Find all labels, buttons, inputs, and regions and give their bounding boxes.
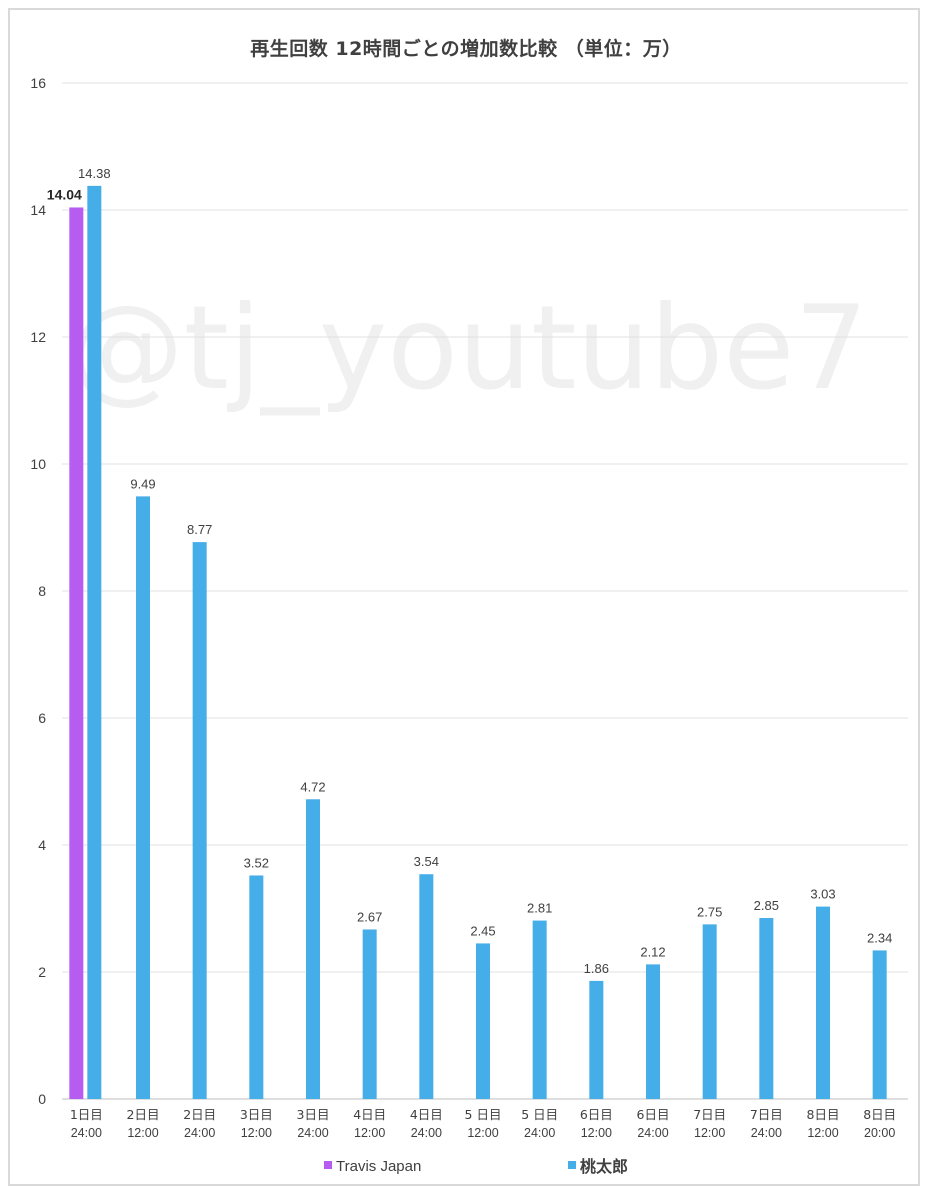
data-label-momotaro: 3.03 [810,887,835,902]
x-tick-label-time: 24:00 [524,1126,555,1140]
bar-momotaro [87,185,102,1099]
data-label-momotaro: 2.34 [867,930,892,945]
bar-momotaro [476,943,490,1099]
x-tick-label-day: 5 日目 [521,1107,558,1122]
legend-swatch-travis-japan [324,1161,332,1169]
bars [69,185,887,1099]
bar-momotaro [249,875,264,1099]
bar-travis-japan [69,207,84,1099]
data-label-momotaro: 9.49 [130,476,155,491]
watermark-text: @tj_youtube7 [68,281,868,416]
bar-momotaro [306,799,320,1099]
bar-momotaro [136,496,150,1099]
data-label-momotaro: 8.77 [187,522,212,537]
bar-momotaro [759,918,774,1099]
data-label-momotaro: 3.54 [414,854,439,869]
data-label-momotaro: 2.45 [470,923,495,938]
y-tick-label: 12 [30,329,46,345]
x-tick-label-time: 24:00 [71,1126,102,1140]
bar-momotaro [532,920,547,1099]
x-tick-label-day: 7日目 [750,1107,783,1122]
y-tick-label: 2 [38,964,46,980]
x-tick-label-day: 2日目 [127,1107,160,1122]
bar-momotaro [816,906,830,1099]
x-tick-label-time: 12:00 [807,1126,838,1140]
data-label-momotaro: 2.85 [754,898,779,913]
x-tick-label-time: 24:00 [184,1126,215,1140]
data-label-momotaro: 14.38 [78,166,111,181]
data-label-travis-japan: 14.04 [47,186,82,202]
x-tick-label-time: 12:00 [581,1126,612,1140]
x-tick-label-time: 12:00 [467,1126,498,1140]
x-tick-label-day: 3日目 [240,1107,273,1122]
x-tick-label-day: 6日目 [637,1107,670,1122]
bar-momotaro [419,874,434,1099]
y-tick-label: 8 [38,583,46,599]
x-tick-label-day: 8日目 [863,1107,896,1122]
x-tick-label-day: 3日目 [297,1107,330,1122]
y-axis-ticks: 0 2 4 6 8 10 12 14 16 [30,75,46,1107]
x-tick-label-day: 2日目 [183,1107,216,1122]
x-tick-label-day: 8日目 [807,1107,840,1122]
legend: Travis Japan 桃太郎 [324,1157,628,1176]
data-label-momotaro: 3.52 [244,855,269,870]
x-tick-label-day: 6日目 [580,1107,613,1122]
data-label-momotaro: 2.75 [697,904,722,919]
x-tick-label-time: 24:00 [751,1126,782,1140]
bar-momotaro [872,950,887,1099]
x-tick-label-time: 12:00 [241,1126,272,1140]
bar-momotaro [192,542,207,1099]
bar-momotaro [362,929,377,1099]
data-labels: 14.38 14.04 9.49 8.77 3.52 4.72 2.67 3.54 2.45 2.… [47,166,893,976]
x-tick-label-time: 12:00 [694,1126,725,1140]
x-tick-label-time: 12:00 [127,1126,158,1140]
x-axis-ticks: 1日目 24:00 2日目 12:00 2日目 24:00 3日目 12:00 3日目 24:00… [70,1107,896,1140]
x-tick-label-time: 12:00 [354,1126,385,1140]
y-tick-label: 0 [38,1091,46,1107]
data-label-momotaro: 2.12 [640,944,665,959]
data-label-momotaro: 2.67 [357,909,382,924]
x-tick-label-time: 24:00 [637,1126,668,1140]
legend-swatch-momotaro [568,1161,576,1169]
x-tick-label-day: 4日目 [353,1107,386,1122]
x-tick-label-day: 5 日目 [465,1107,502,1122]
y-tick-label: 16 [30,75,46,91]
y-tick-label: 14 [30,202,46,218]
bar-momotaro [702,924,717,1099]
data-label-momotaro: 4.72 [300,779,325,794]
legend-label-travis-japan: Travis Japan [336,1158,421,1175]
y-tick-label: 10 [30,456,46,472]
x-tick-label-day: 7日目 [693,1107,726,1122]
x-tick-label-time: 20:00 [864,1126,895,1140]
x-tick-label-day: 1日目 [70,1107,103,1122]
x-tick-label-day: 4日目 [410,1107,443,1122]
bar-momotaro [646,964,660,1099]
x-tick-label-time: 24:00 [411,1126,442,1140]
x-tick-label-time: 24:00 [297,1126,328,1140]
legend-label-momotaro: 桃太郎 [580,1157,628,1176]
data-label-momotaro: 1.86 [584,961,609,976]
y-tick-label: 6 [38,710,46,726]
chart-title: 再生回数 12時間ごとの増加数比較 （単位：万） [250,38,682,60]
bar-momotaro [589,980,604,1099]
data-label-momotaro: 2.81 [527,901,552,916]
y-tick-label: 4 [38,837,46,853]
